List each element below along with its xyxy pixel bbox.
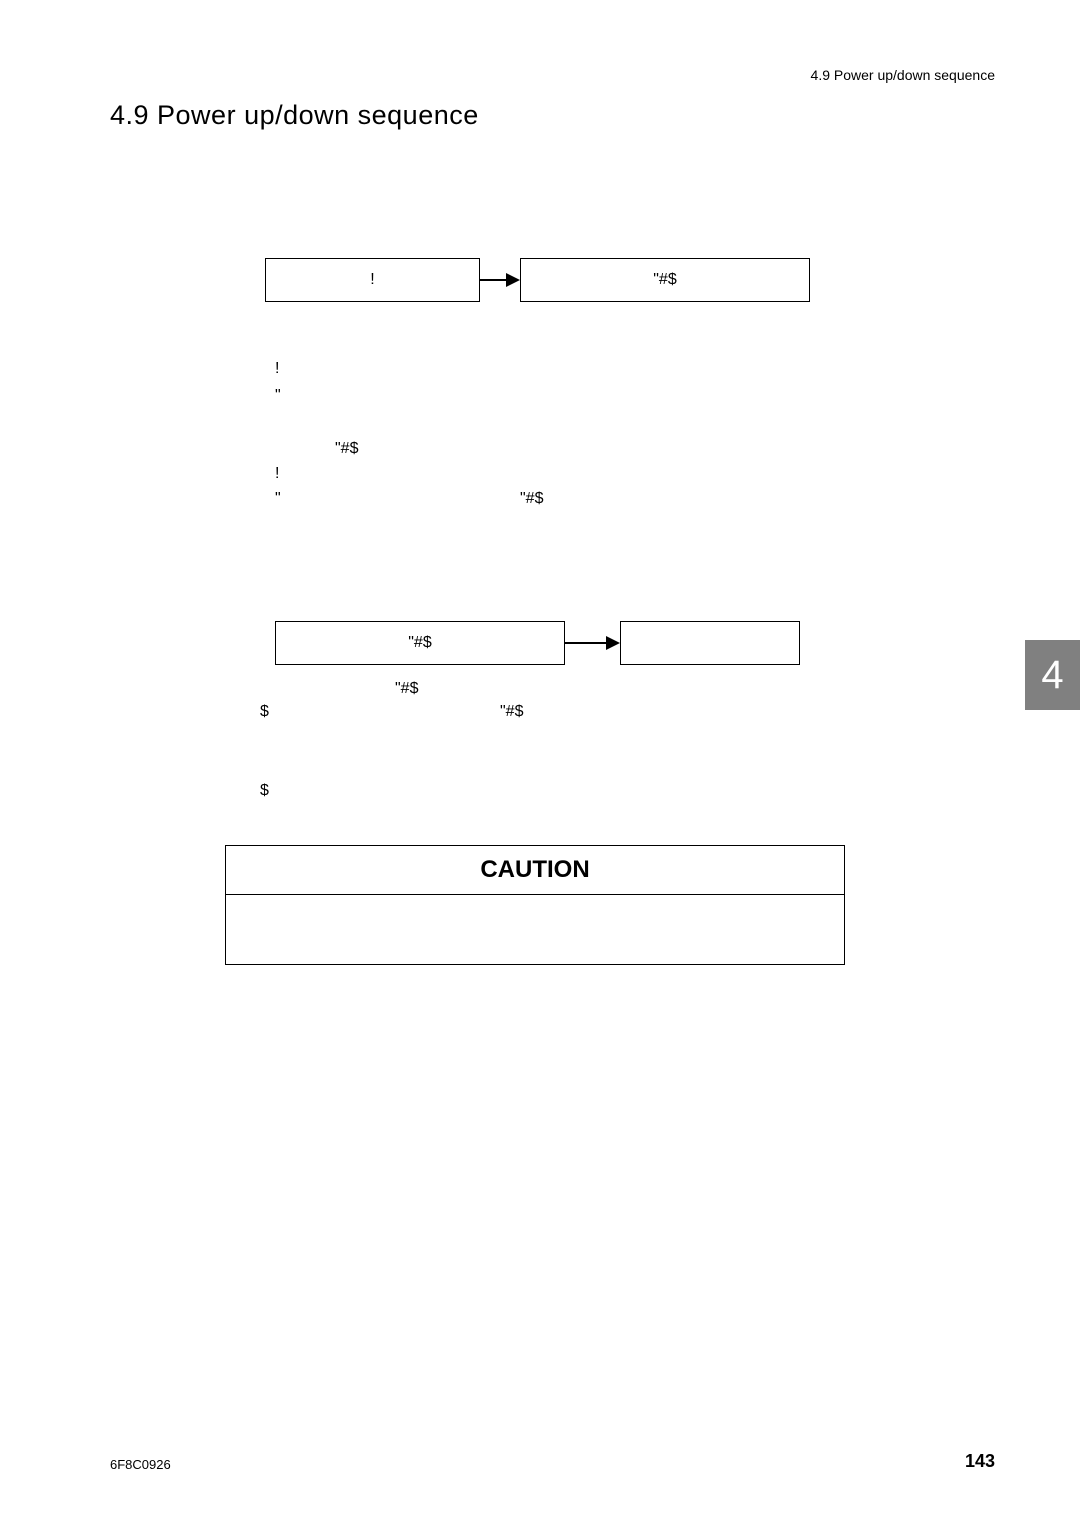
flow1-box-source: ! [265, 258, 480, 302]
footer-page-number: 143 [965, 1451, 995, 1472]
text-line-2: " [275, 387, 281, 405]
caution-body [225, 895, 845, 965]
caution-title: CAUTION [225, 845, 845, 895]
running-header: 4.9 Power up/down sequence [811, 67, 995, 83]
text2-line-2b: "#$ [500, 703, 523, 721]
flow2-box-source: "#$ [275, 621, 565, 665]
text-line-3: "#$ [335, 440, 358, 458]
flow2-arrow-head-icon [606, 636, 620, 650]
text-line-4: ! [275, 465, 279, 483]
text-line-6: "#$ [520, 490, 543, 508]
flow2-box-target [620, 621, 800, 665]
flow1-box-target-label: "#$ [653, 271, 676, 289]
section-title: 4.9 Power up/down sequence [110, 100, 479, 131]
text-line-5: " [275, 490, 281, 508]
page: 4.9 Power up/down sequence 4.9 Power up/… [0, 0, 1080, 1528]
flow1-box-target: "#$ [520, 258, 810, 302]
caution-box: CAUTION [225, 845, 845, 965]
text2-line-1: "#$ [395, 680, 418, 698]
flow1-arrow-line [480, 279, 506, 281]
text-line-1: ! [275, 360, 279, 378]
footer-doc-id: 6F8C0926 [110, 1457, 171, 1472]
text2-line-3: $ [260, 782, 269, 800]
chapter-tab: 4 [1025, 640, 1080, 710]
chapter-tab-label: 4 [1041, 653, 1063, 698]
flow2-arrow-line [565, 642, 606, 644]
text2-line-2a: $ [260, 703, 269, 721]
flow1-box-source-label: ! [370, 271, 374, 289]
flow2-box-source-label: "#$ [408, 634, 431, 652]
flow1-arrow-head-icon [506, 273, 520, 287]
